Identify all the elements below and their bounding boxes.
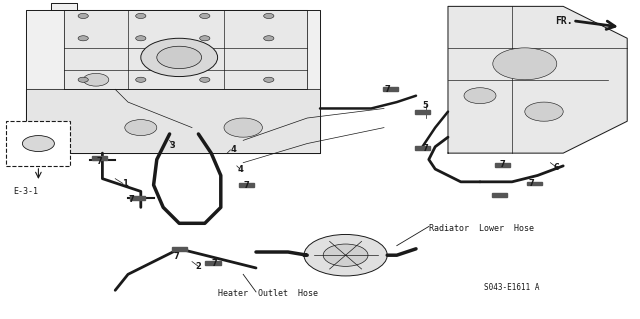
Text: 7: 7	[244, 181, 249, 189]
Polygon shape	[64, 10, 307, 89]
Text: FR.: FR.	[555, 16, 573, 26]
Circle shape	[304, 234, 387, 276]
Circle shape	[157, 46, 202, 69]
Bar	[130, 196, 145, 200]
Circle shape	[78, 13, 88, 19]
Text: 7: 7	[423, 144, 428, 153]
Circle shape	[78, 36, 88, 41]
Circle shape	[224, 118, 262, 137]
Text: 7: 7	[529, 179, 534, 188]
Circle shape	[264, 77, 274, 82]
Text: 7: 7	[97, 157, 102, 166]
Bar	[415, 110, 430, 114]
Circle shape	[78, 77, 88, 82]
Text: 7: 7	[212, 259, 217, 268]
Bar	[239, 183, 254, 187]
Text: 7: 7	[173, 252, 179, 261]
Text: S043-E1611 A: S043-E1611 A	[484, 283, 540, 292]
Text: 4: 4	[237, 165, 243, 174]
Text: 6: 6	[554, 163, 560, 172]
Bar	[383, 87, 398, 91]
Text: 2: 2	[195, 262, 202, 271]
Bar	[205, 261, 221, 265]
Text: 3: 3	[170, 141, 175, 150]
Text: 7: 7	[500, 160, 505, 169]
Text: Heater  Outlet  Hose: Heater Outlet Hose	[218, 289, 317, 298]
Circle shape	[136, 36, 146, 41]
Text: 7: 7	[385, 85, 390, 94]
Circle shape	[200, 36, 210, 41]
FancyBboxPatch shape	[6, 121, 70, 166]
Bar	[92, 156, 107, 160]
Text: E-3-1: E-3-1	[13, 187, 38, 196]
Circle shape	[136, 77, 146, 82]
Circle shape	[141, 38, 218, 77]
Text: 4: 4	[230, 145, 237, 154]
Circle shape	[200, 13, 210, 19]
Polygon shape	[26, 3, 320, 153]
Circle shape	[525, 102, 563, 121]
Circle shape	[200, 77, 210, 82]
Circle shape	[264, 36, 274, 41]
Circle shape	[22, 136, 54, 152]
Circle shape	[83, 73, 109, 86]
Bar	[527, 182, 542, 185]
Bar	[172, 247, 187, 251]
Circle shape	[125, 120, 157, 136]
Bar	[495, 163, 510, 167]
Text: 5: 5	[422, 101, 429, 110]
Circle shape	[264, 13, 274, 19]
Circle shape	[493, 48, 557, 80]
Text: 1: 1	[122, 179, 128, 188]
Polygon shape	[448, 6, 627, 153]
Circle shape	[136, 13, 146, 19]
Circle shape	[323, 244, 368, 266]
Bar	[492, 193, 507, 197]
Text: 7: 7	[129, 195, 134, 204]
Text: Radiator  Lower  Hose: Radiator Lower Hose	[429, 224, 534, 233]
Circle shape	[464, 88, 496, 104]
Polygon shape	[26, 89, 320, 153]
Bar	[415, 146, 430, 150]
